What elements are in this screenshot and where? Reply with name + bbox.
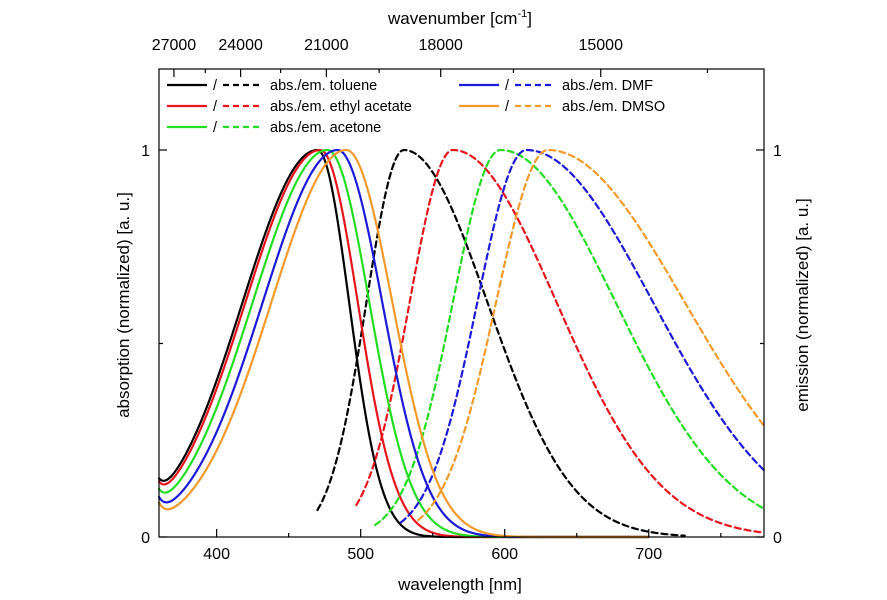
- x-axis-title: wavelength [nm]: [397, 575, 522, 594]
- em-curve-4: [417, 148, 766, 522]
- y-axis-title-right: emission (normalized) [a. u.]: [793, 198, 812, 412]
- legend-separator: /: [213, 99, 218, 115]
- legend-separator: /: [505, 99, 510, 115]
- x-tick-label-0: 400: [203, 546, 230, 563]
- legend-entry-2: / abs./em. acetone: [167, 120, 381, 136]
- x-tick-label-3: 700: [635, 546, 662, 563]
- top-tick-label-3: 18000: [418, 37, 463, 54]
- legend-separator: /: [505, 78, 510, 94]
- top-tick-label-2: 21000: [304, 37, 349, 54]
- em-curve-1: [355, 148, 766, 534]
- plot-frame: [158, 68, 765, 538]
- y-right-tick-label-1: 1: [773, 143, 782, 160]
- legend-separator: /: [213, 78, 218, 94]
- legend-separator: /: [213, 120, 218, 136]
- em-curve-0: [316, 148, 686, 537]
- legend-label: abs./em. toluene: [270, 78, 377, 94]
- y-axis-title-left: absorption (normalized) [a. u.]: [114, 192, 133, 418]
- legend: / abs./em. toluene / abs./em. ethyl acetate…: [167, 78, 665, 136]
- ticks-group: 400 500 600 700 27000 24000 21000 18000 15000 0 1 0…: [141, 37, 782, 563]
- y-left-tick-label-0: 0: [141, 530, 150, 547]
- legend-entry-4: / abs./em. DMSO: [459, 99, 665, 115]
- em-curve-3: [399, 148, 766, 524]
- abs-curve-1: [157, 148, 650, 539]
- y-left-tick-label-1: 1: [141, 143, 150, 160]
- legend-label: abs./em. ethyl acetate: [270, 99, 412, 115]
- top-tick-label-0: 27000: [152, 37, 197, 54]
- curves-group: [157, 148, 766, 539]
- y-right-tick-label-0: 0: [773, 530, 782, 547]
- top-tick-label-4: 15000: [578, 37, 623, 54]
- legend-label: abs./em. DMF: [562, 78, 653, 94]
- top-axis-title: wavenumber [cm-1]: [387, 8, 532, 28]
- x-tick-label-2: 600: [491, 546, 518, 563]
- top-tick-label-1: 24000: [218, 37, 263, 54]
- legend-label: abs./em. acetone: [270, 120, 381, 136]
- legend-entry-1: / abs./em. ethyl acetate: [167, 99, 412, 115]
- legend-entry-3: / abs./em. DMF: [459, 78, 653, 94]
- em-curve-2: [373, 148, 766, 527]
- x-tick-label-1: 500: [347, 546, 374, 563]
- legend-entry-0: / abs./em. toluene: [167, 78, 377, 94]
- legend-label: abs./em. DMSO: [562, 99, 665, 115]
